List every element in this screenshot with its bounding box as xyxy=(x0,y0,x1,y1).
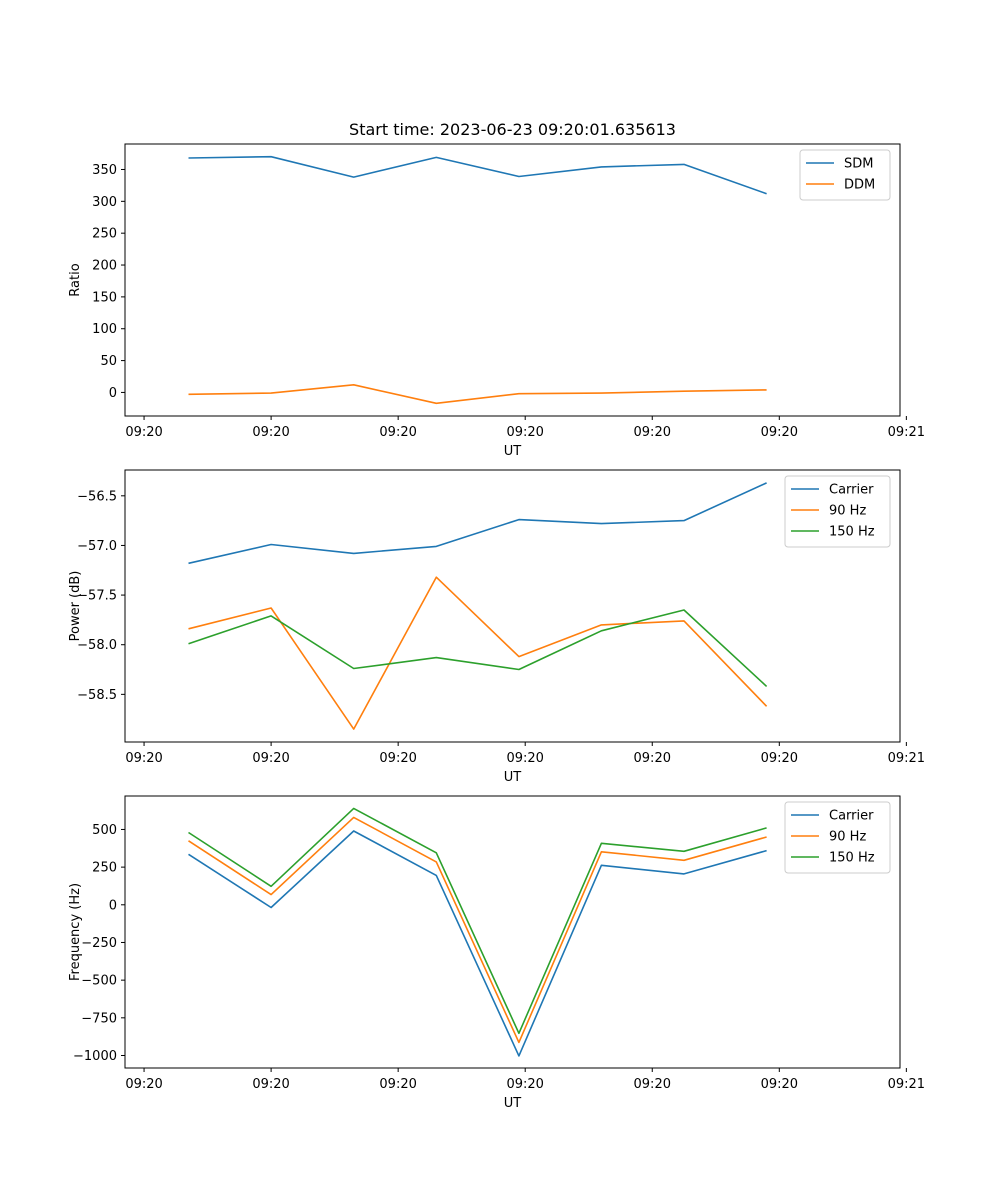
y-tick-label: 150 xyxy=(92,290,117,305)
legend-box xyxy=(784,475,891,548)
x-axis-label: UT xyxy=(504,770,522,785)
x-tick-label: 09:20 xyxy=(634,751,671,766)
chart-panel-1: Start time: 2023-06-23 09:20:01.635613 09… xyxy=(68,120,925,459)
y-tick-label: −58.5 xyxy=(77,688,117,703)
y-tick-label: −1000 xyxy=(73,1049,117,1064)
series-line-sdm xyxy=(188,155,767,195)
y-tick-label: 250 xyxy=(92,227,117,242)
series-line-150-hz xyxy=(188,609,768,687)
x-tick-label: 09:21 xyxy=(888,425,925,440)
y-tick-label: 0 xyxy=(109,898,117,913)
y-tick-label: −500 xyxy=(81,974,117,989)
series-line-ddm xyxy=(188,383,767,405)
axes-frame xyxy=(124,143,901,417)
axes-frame xyxy=(124,795,901,1069)
chart-panel-2: 09:20 09:20 09:20 09:20 09:20 09:20 09:21 −58.5… xyxy=(68,469,925,785)
legend-label: SDM xyxy=(844,157,873,172)
y-tick-label: −250 xyxy=(81,936,117,951)
x-tick-label: 09:21 xyxy=(888,751,925,766)
x-tick-label: 09:20 xyxy=(761,751,798,766)
x-tick-label: 09:20 xyxy=(506,1077,543,1092)
y-tick-label: −57.5 xyxy=(77,589,117,604)
chart-title: Start time: 2023-06-23 09:20:01.635613 xyxy=(349,120,676,139)
legend-box xyxy=(784,801,891,874)
legend-label: 150 Hz xyxy=(829,851,875,866)
x-tick-label: 09:20 xyxy=(761,425,798,440)
x-axis-label: UT xyxy=(504,1096,522,1111)
series-line-90-hz xyxy=(188,576,768,730)
x-tick-label: 09:20 xyxy=(125,751,162,766)
y-tick-label: 50 xyxy=(100,354,117,369)
x-tick-label: 09:20 xyxy=(379,751,416,766)
legend: Carrier 90 Hz 150 Hz xyxy=(784,475,891,548)
legend-label: Carrier xyxy=(829,483,874,498)
x-tick-label: 09:20 xyxy=(379,1077,416,1092)
series-line-150-hz xyxy=(188,807,767,1035)
legend-label: Carrier xyxy=(829,809,874,824)
legend-label: DDM xyxy=(844,178,875,193)
x-tick-label: 09:20 xyxy=(634,425,671,440)
y-tick-label: 200 xyxy=(92,259,117,274)
y-tick-label: 300 xyxy=(92,195,117,210)
y-tick-label: 250 xyxy=(92,861,117,876)
y-axis-label: Ratio xyxy=(68,263,83,296)
y-tick-label: −750 xyxy=(81,1011,117,1026)
legend-label: 90 Hz xyxy=(829,830,866,845)
y-tick-label: −57.0 xyxy=(77,539,117,554)
series-line-carrier xyxy=(188,482,767,565)
x-tick-label: 09:20 xyxy=(252,751,289,766)
x-tick-label: 09:21 xyxy=(888,1077,925,1092)
x-tick-label: 09:20 xyxy=(125,425,162,440)
legend-label: 90 Hz xyxy=(829,504,866,519)
y-axis-label: Frequency (Hz) xyxy=(68,883,83,981)
x-tick-label: 09:20 xyxy=(379,425,416,440)
y-tick-label: 500 xyxy=(92,823,117,838)
legend-label: 150 Hz xyxy=(829,525,875,540)
series-line-90-hz xyxy=(188,816,767,1044)
x-tick-label: 09:20 xyxy=(125,1077,162,1092)
series-line-carrier xyxy=(188,830,767,1057)
x-tick-label: 09:20 xyxy=(634,1077,671,1092)
axes-frame xyxy=(124,469,901,743)
x-tick-label: 09:20 xyxy=(252,425,289,440)
legend: Carrier 90 Hz 150 Hz xyxy=(784,801,891,874)
legend: SDM DDM xyxy=(799,149,891,201)
x-tick-label: 09:20 xyxy=(761,1077,798,1092)
x-axis-label: UT xyxy=(504,444,522,459)
x-tick-label: 09:20 xyxy=(506,425,543,440)
x-tick-label: 09:20 xyxy=(506,751,543,766)
x-tick-label: 09:20 xyxy=(252,1077,289,1092)
y-tick-label: −58.0 xyxy=(77,638,117,653)
y-tick-label: −56.5 xyxy=(77,489,117,504)
y-tick-label: 100 xyxy=(92,322,117,337)
y-tick-label: 0 xyxy=(109,386,117,401)
y-axis-label: Power (dB) xyxy=(68,571,83,642)
y-tick-label: 350 xyxy=(92,163,117,178)
chart-panel-3: 09:20 09:20 09:20 09:20 09:20 09:20 09:21 −1000… xyxy=(68,795,925,1111)
